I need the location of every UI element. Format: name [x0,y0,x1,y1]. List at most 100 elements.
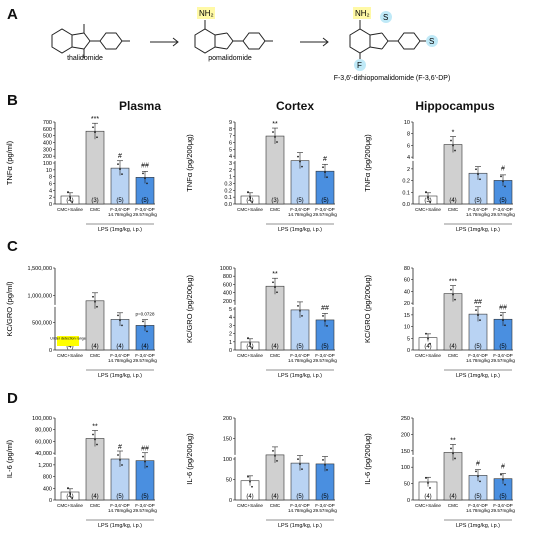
y-axis-label: KC/GRO (pg/200μg) [363,274,372,343]
y-axis-label: IL-6 (pg/200μg) [185,433,194,485]
column-title-cortex: Cortex [275,99,314,113]
atom-nh2-pom: NH₂ [199,9,214,18]
data-point [299,160,301,163]
label-f36dp: F-3,6′-dithiopomalidomide (F-3,6′-DP) [334,75,451,82]
data-point [427,337,429,340]
y-tick-label: 600 [43,127,52,133]
x-tick-label: 29.57mg/kg [313,358,337,363]
n-label: (4) [141,344,148,350]
y-tick-label: 150 [223,437,232,443]
data-point [427,196,429,198]
lps-label: LPS (1mg/kg, i.p.) [98,523,142,529]
data-point [249,196,251,198]
n-label: (5) [499,494,506,500]
significance-label: ** [450,437,456,444]
y-tick-label: 100,000 [32,416,52,422]
x-tick-label: 29.57mg/kg [133,508,157,513]
x-tick-label: CMC+Saline [237,503,263,508]
n-label: (5) [116,494,123,500]
lps-label: LPS (1mg/kg, i.p.) [278,227,322,233]
data-point [146,465,148,468]
n-label: (5) [474,344,481,350]
x-tick-label: CMC [90,353,101,358]
data-point [301,468,303,470]
data-point [276,141,278,143]
y-tick-label: 6 [407,143,410,149]
y-tick-label: 100 [401,465,410,471]
annotation-text: Under detection range [50,337,86,341]
lps-label: LPS (1mg/kg, i.p.) [456,227,500,233]
atom-s1: S [383,13,388,22]
x-tick-label: F-3,6′-DP [315,207,335,212]
x-tick-label: F-3,6′-DP [493,353,513,358]
y-tick-label: 1 [229,340,232,346]
y-tick-label: 0 [229,498,232,504]
data-point [500,473,502,476]
chart-kcgro-plasma: KC/GRO (pg/ml) 0 500,000 1,000,000 1,500,000… [5,266,157,379]
x-tick-label: CMC [270,207,281,212]
data-point [427,482,429,484]
data-point [299,310,301,312]
atom-nh2-fdp: NH₂ [355,9,370,18]
lps-label: LPS (1mg/kg, i.p.) [456,523,500,529]
data-point [272,450,274,452]
y-tick-label: 800 [223,274,232,280]
data-point [297,458,299,460]
x-tick-label: F-3,6′-DP [290,207,310,212]
x-tick-label: CMC+Saline [237,207,263,212]
chart-tnfa-plasma: TNFα (pg/ml) 0246810100200300400500600700… [5,116,157,233]
y-tick-label: 0.0 [402,202,410,208]
significance-label: # [118,444,122,451]
n-label: (4) [271,344,278,350]
y-tick-label: 100 [43,161,52,167]
y-tick-label: 400 [43,486,52,492]
data-point [475,470,477,473]
bar [265,135,285,205]
x-tick-label: 14.78mg/kg [466,508,490,513]
y-tick-label: 8 [229,127,232,133]
y-tick-label: 50 [226,478,232,484]
panel-letter-a: A [7,6,18,23]
data-point [144,177,146,180]
data-point [67,191,69,193]
x-tick-label: F-3,6′-DP [493,503,513,508]
label-pomalidomide: pomalidomide [208,55,252,62]
x-tick-label: 14.78mg/kg [466,358,490,363]
data-point [500,314,502,317]
chart-kcgro-hippocampus: KC/GRO (pg/200μg) 0 5 10 15 20 40 60 80 (4) CMC+Sa… [363,266,515,379]
y-tick-label: 60 [404,278,410,284]
n-label: (4) [449,198,456,204]
x-tick-label: 29.57mg/kg [133,212,157,217]
n-label: (5) [499,344,506,350]
x-tick-label: 14.78mg/kg [288,358,312,363]
data-point [276,460,278,462]
y-tick-label: 200 [223,299,232,305]
y-tick-label: 500 [43,134,52,140]
data-point [251,347,253,349]
x-tick-label: 29.57mg/kg [491,508,515,513]
y-tick-label: 10 [404,120,410,126]
n-label: (5) [141,198,148,204]
data-point [475,168,477,171]
significance-label: ## [321,305,329,312]
data-point [324,464,326,466]
y-tick-label: 200 [43,154,52,160]
x-tick-label: CMC [448,353,459,358]
data-point [92,433,94,436]
significance-label: p=0.0728 [136,311,155,316]
y-tick-label: 1000 [220,266,232,272]
significance-label: # [118,153,122,160]
y-tick-label: 10 [404,325,410,331]
y-tick-label: 3 [229,323,232,329]
data-point [429,487,431,489]
x-tick-label: CMC+Saline [57,503,83,508]
x-tick-label: CMC [270,353,281,358]
y-tick-label: 0.1 [224,195,232,201]
y-tick-label: 10 [46,168,52,174]
data-point [71,201,73,203]
data-point [67,487,69,489]
y-tick-label: 40 [404,289,410,295]
y-tick-label: 8 [407,132,410,138]
data-point [121,173,123,176]
data-point [425,477,427,479]
